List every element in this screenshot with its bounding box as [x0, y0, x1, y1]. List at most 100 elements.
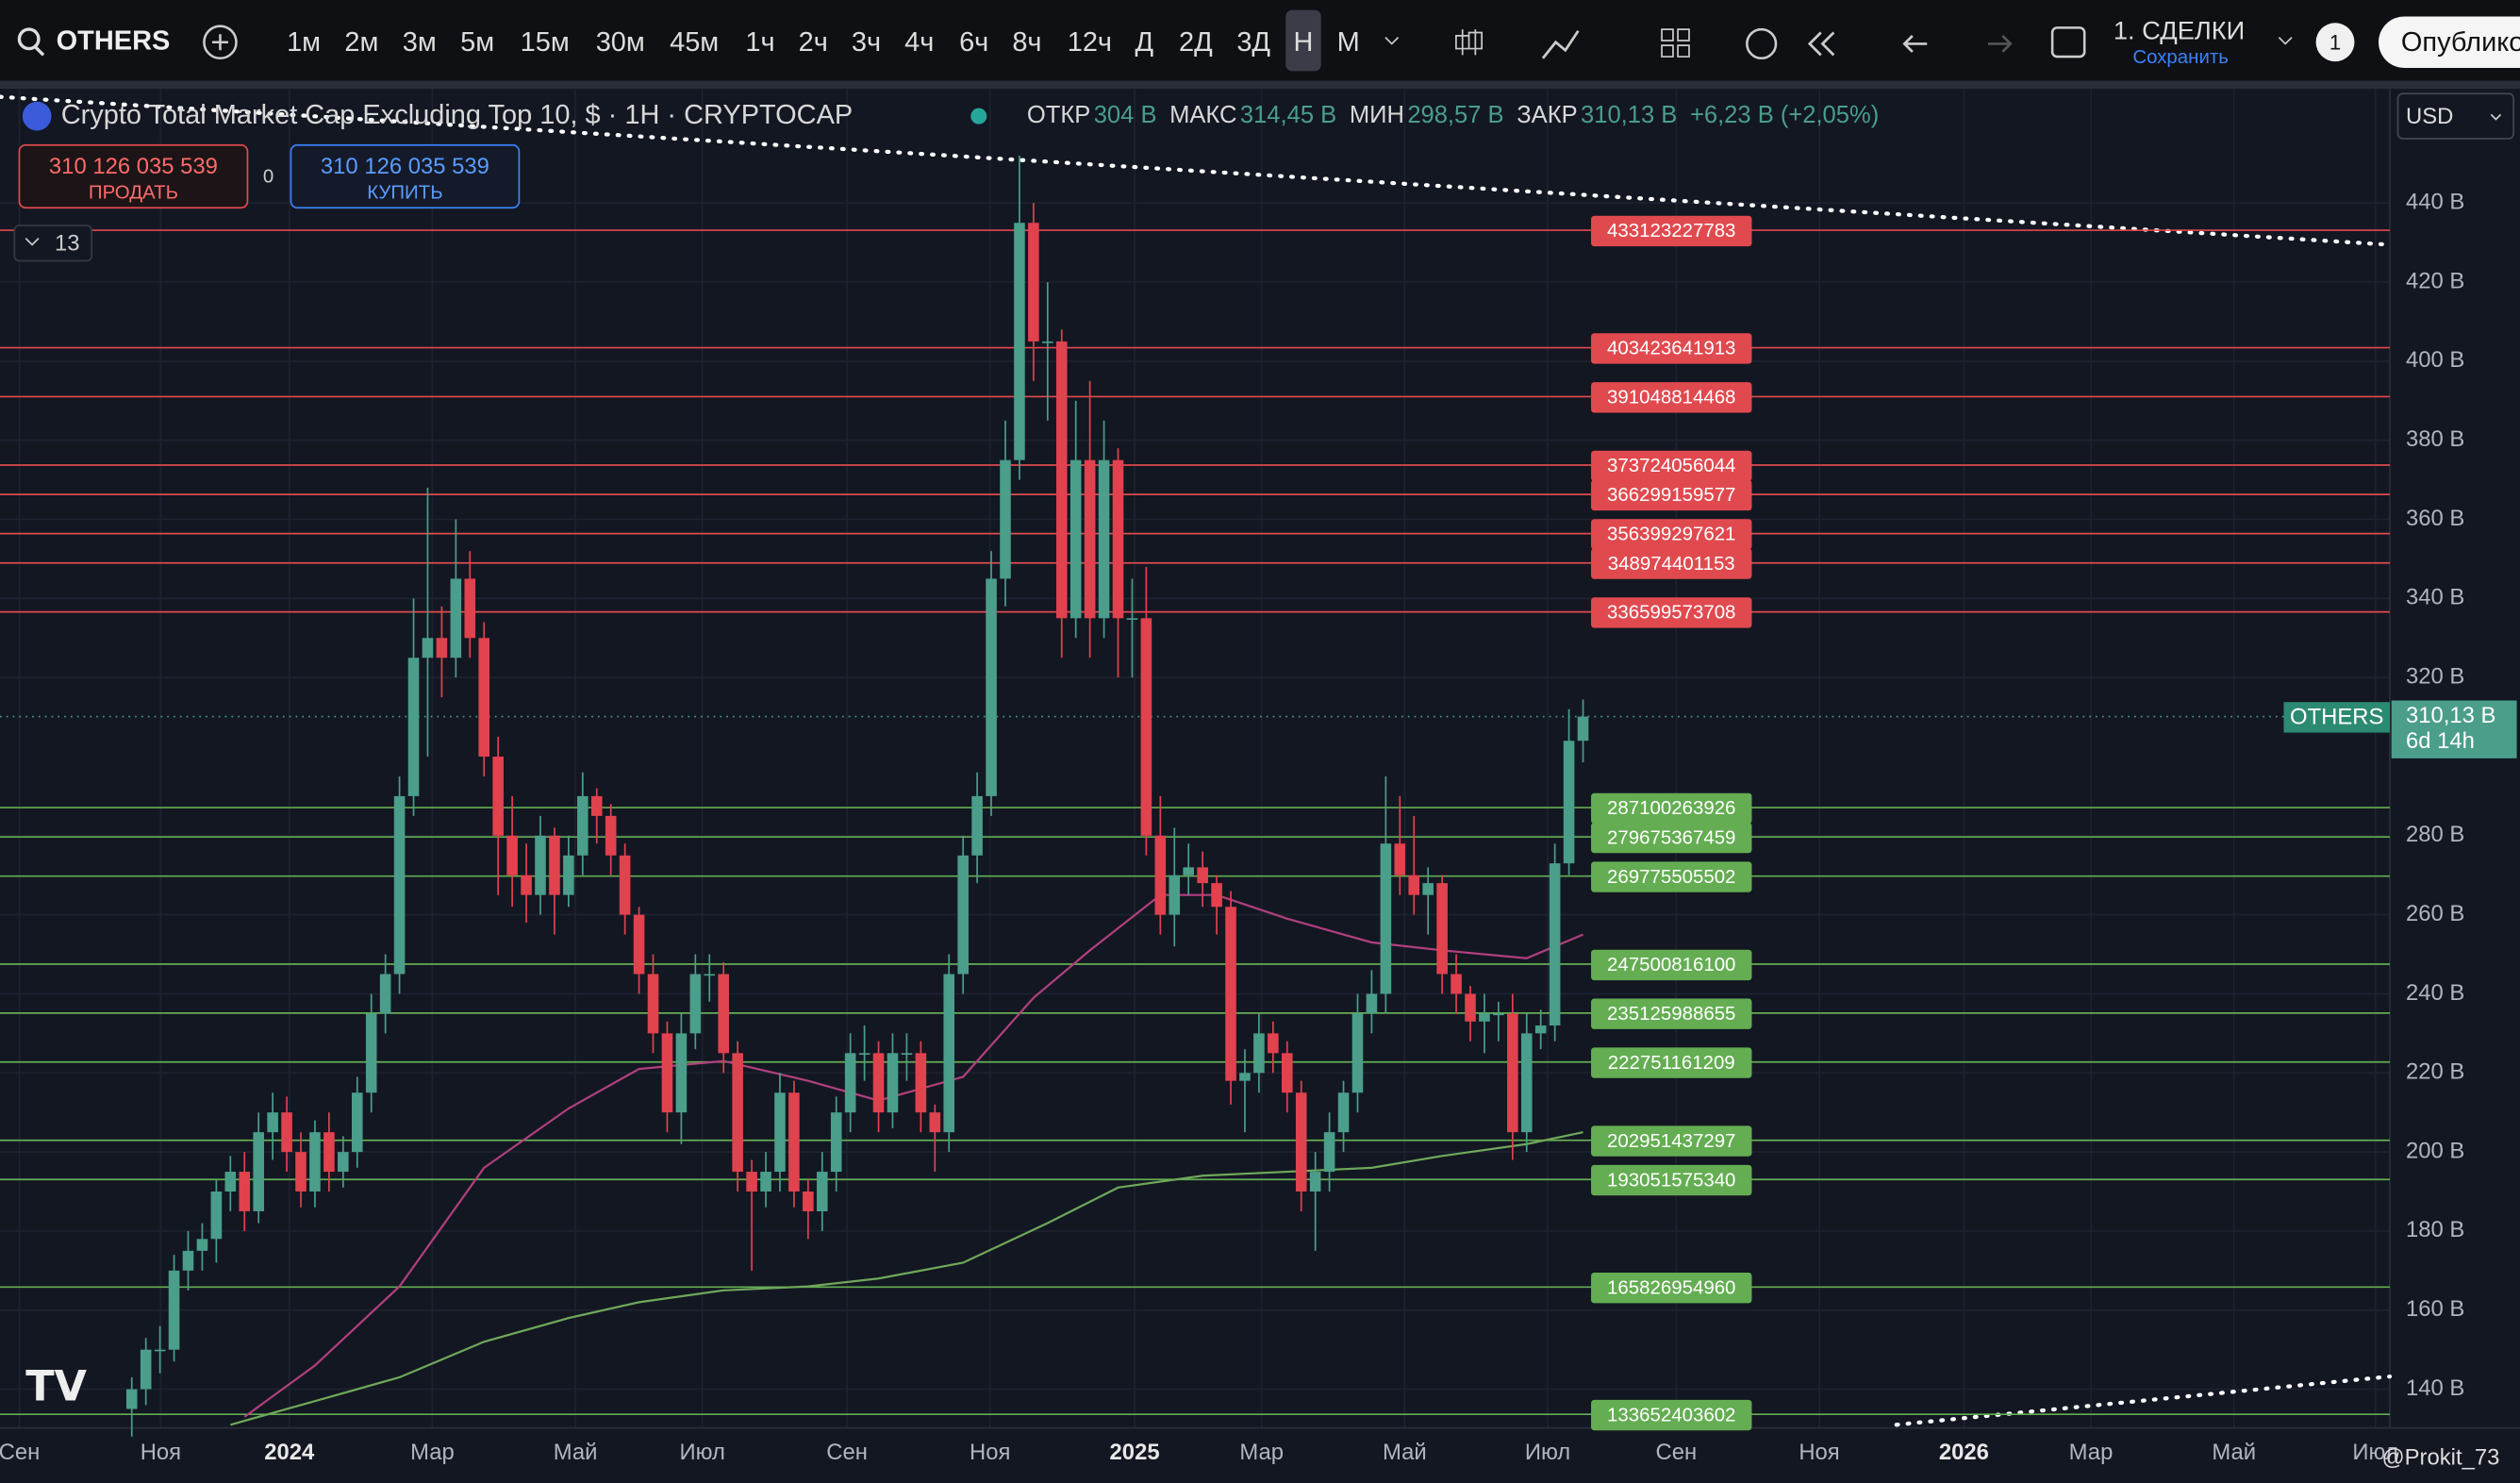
- candle-body: [1084, 459, 1096, 619]
- sell-price: 310 126 035 539: [49, 154, 218, 179]
- indicators-count: 13: [55, 231, 80, 257]
- candle-body: [1534, 1025, 1547, 1034]
- level-label-bg: [1591, 1125, 1752, 1157]
- x-tick-label: Июл: [679, 1440, 724, 1465]
- interval[interactable]: 3м: [403, 27, 437, 58]
- candle-body: [521, 875, 532, 895]
- interval[interactable]: 2м: [344, 27, 378, 58]
- candle-body: [872, 1053, 885, 1113]
- candle-body: [1169, 875, 1181, 915]
- interval[interactable]: 5м: [460, 27, 494, 58]
- fullscreen[interactable]: [2050, 26, 2086, 58]
- interval[interactable]: 1м: [287, 27, 321, 58]
- candle-body: [1507, 1013, 1518, 1133]
- candle-body: [1183, 867, 1195, 875]
- layout-name[interactable]: 1. СДЕЛКИ: [2114, 16, 2245, 45]
- candle-body: [422, 638, 434, 658]
- candle-body: [675, 1033, 688, 1113]
- interval[interactable]: 2Д: [1179, 27, 1213, 58]
- interval[interactable]: 45м: [670, 27, 719, 58]
- redo[interactable]: [1987, 34, 2013, 53]
- intervals: 1м 2м 3м 5м 15м 30м 45м 1ч 2ч 3ч 4ч 6ч 8ч 12ч Д 2Д 3Д Н М: [287, 9, 1400, 72]
- dropdown[interactable]: [2278, 37, 2293, 45]
- interval[interactable]: Н: [1294, 27, 1314, 58]
- publish-button[interactable]: [2379, 16, 2520, 68]
- interval[interactable]: 3Д: [1236, 27, 1270, 58]
- interval[interactable]: М: [1337, 27, 1360, 58]
- interval[interactable]: 12ч: [1068, 27, 1112, 58]
- level-label-bg: [1591, 822, 1752, 854]
- candle-body: [718, 974, 729, 1054]
- add-symbol[interactable]: [203, 25, 238, 60]
- level-label-bg: [1591, 998, 1752, 1029]
- layouts[interactable]: [1661, 28, 1690, 58]
- candle-body: [1098, 459, 1110, 619]
- x-tick-label: 2026: [1939, 1440, 1989, 1465]
- y-tick-label: 260 B: [2406, 901, 2464, 926]
- candle-body: [450, 578, 462, 658]
- level-label: 373724056044: [1607, 455, 1735, 476]
- candle-body: [281, 1112, 292, 1153]
- candle-body: [1380, 843, 1392, 994]
- level-label: 391048814468: [1607, 387, 1735, 408]
- x-tick-label: 2024: [264, 1440, 315, 1465]
- legend: Crypto Total Market Cap Excluding Top 10…: [22, 100, 1879, 131]
- candle-body: [619, 855, 631, 915]
- level-label-bg: [1591, 949, 1752, 981]
- candle-body: [1422, 883, 1434, 895]
- symbol-search[interactable]: OTHERS: [17, 25, 170, 57]
- candle-body: [267, 1112, 278, 1133]
- interval[interactable]: 3ч: [852, 27, 881, 58]
- level-label-bg: [1591, 597, 1752, 628]
- interval[interactable]: 8ч: [1012, 27, 1041, 58]
- save[interactable]: Сохранить: [2132, 46, 2229, 68]
- candle-body: [535, 835, 546, 895]
- buy-button[interactable]: [290, 143, 521, 209]
- interval[interactable]: 6ч: [959, 27, 988, 58]
- legend-values: ОТКР 304 B МАКС 314,45 B МИН 298,57 B ЗАКР 310,…: [1027, 102, 1879, 128]
- level-label-bg: [1591, 1272, 1752, 1304]
- interval[interactable]: 30м: [596, 27, 645, 58]
- legend-change: +6,23 B (+2,05%): [1690, 102, 1879, 128]
- alert[interactable]: [1746, 27, 1778, 60]
- search-icon: [17, 27, 41, 51]
- interval[interactable]: 1ч: [745, 27, 774, 58]
- interval-dropdown[interactable]: [1384, 37, 1400, 45]
- legend-label: МИН: [1350, 102, 1404, 128]
- level-label: 366299159577: [1607, 484, 1735, 506]
- candle-body: [182, 1250, 194, 1271]
- level-label: 269775505502: [1607, 866, 1735, 888]
- candle-body: [351, 1092, 363, 1153]
- replay[interactable]: [1807, 31, 1835, 57]
- candle-body: [957, 855, 969, 975]
- chart-type[interactable]: [1455, 29, 1484, 56]
- indicators[interactable]: [1541, 30, 1580, 59]
- candle-body: [379, 974, 391, 1014]
- undo[interactable]: [1902, 34, 1928, 53]
- x-tick-label: Мар: [2069, 1440, 2114, 1465]
- interval[interactable]: Д: [1136, 27, 1154, 58]
- y-tick-label: 320 B: [2406, 663, 2464, 689]
- candle-body: [887, 1053, 899, 1113]
- sell-button[interactable]: [18, 143, 249, 209]
- candle-body: [1451, 974, 1462, 994]
- candle-body: [506, 835, 518, 875]
- currency-select[interactable]: [2396, 92, 2515, 140]
- x-tick-label: 2025: [1110, 1440, 1160, 1465]
- last-symbol-bg: [2283, 702, 2390, 733]
- level-label-bg: [1591, 548, 1752, 579]
- badge[interactable]: [2315, 23, 2355, 62]
- candle-body: [407, 658, 420, 796]
- interval[interactable]: 15м: [521, 27, 570, 58]
- candle-body: [1239, 1073, 1251, 1081]
- interval[interactable]: 4ч: [904, 27, 934, 58]
- candle-body: [1154, 835, 1167, 915]
- interval[interactable]: 2ч: [799, 27, 828, 58]
- level-label-bg: [1591, 479, 1752, 511]
- candle-body: [1055, 341, 1068, 619]
- indicators-toggle[interactable]: [13, 225, 92, 262]
- candle-body: [393, 795, 406, 975]
- last-price-bg: [2391, 700, 2517, 758]
- y-tick-label: 240 B: [2406, 980, 2464, 1006]
- watermark: @Prokit_73: [2381, 1444, 2499, 1470]
